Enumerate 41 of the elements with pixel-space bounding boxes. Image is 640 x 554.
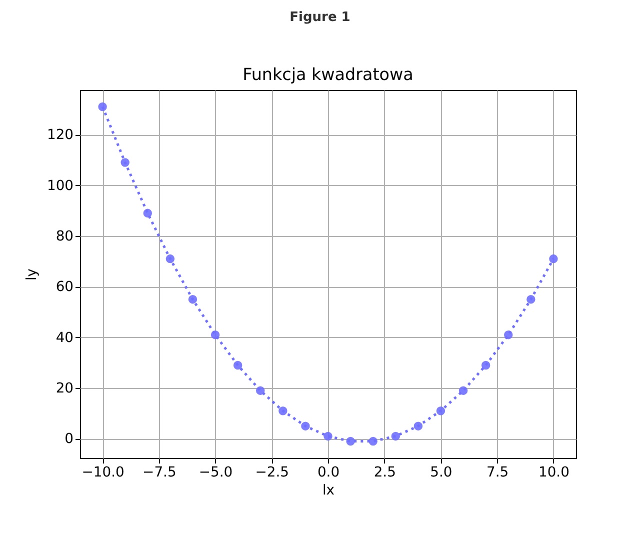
caption: Figure 1 [290,10,350,25]
y-tick-label: 120 [46,127,74,144]
point [278,406,288,416]
x-axis-title: lx [322,482,335,498]
point [188,294,198,304]
chart-title: Funkcja kwadratowa [242,64,414,84]
x-tick-label: 2.5 [374,464,396,480]
x-tick-label: −2.5 [255,464,290,480]
y-tick-label: 60 [56,279,74,296]
point [256,386,265,395]
point [324,432,332,441]
point [166,254,175,264]
x-tick-label: −10.0 [82,464,124,480]
x-tick-label: 10.0 [538,464,570,480]
point [391,432,400,441]
y-tick-label: 40 [56,330,74,346]
point [458,386,468,395]
point [481,360,490,370]
x-tick-label: −7.5 [142,464,176,480]
x-tick-label: 5.0 [430,464,452,480]
point [346,436,355,446]
point [436,406,446,416]
point [414,422,423,430]
y-tick-label: 80 [56,228,74,244]
y-tick-label: 0 [64,431,74,448]
point [526,294,536,304]
point [368,436,378,446]
point [120,158,130,167]
point [301,422,310,430]
y-tick-label: 100 [46,178,74,194]
y-axis-title: ly [24,268,40,281]
point [233,360,242,370]
point [504,330,513,340]
point [98,102,107,112]
x-tick-label: 7.5 [486,464,509,480]
point [549,254,558,264]
y-tick-label: 20 [56,380,74,397]
x-tick-label: 0.0 [317,464,340,480]
point [143,208,152,218]
point [210,330,220,340]
x-tick-label: −5.0 [198,464,233,480]
